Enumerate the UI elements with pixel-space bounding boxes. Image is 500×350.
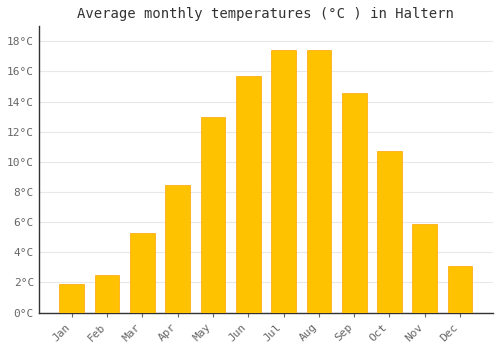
Bar xyxy=(271,50,296,313)
Bar xyxy=(448,266,472,313)
Bar xyxy=(377,151,402,313)
Bar xyxy=(342,93,366,313)
Bar xyxy=(200,117,226,313)
Title: Average monthly temperatures (°C ) in Haltern: Average monthly temperatures (°C ) in Ha… xyxy=(78,7,454,21)
Bar xyxy=(236,76,260,313)
Bar xyxy=(94,275,120,313)
Bar xyxy=(306,50,331,313)
Bar xyxy=(60,284,84,313)
Bar xyxy=(166,184,190,313)
Bar xyxy=(412,224,437,313)
Bar xyxy=(130,233,155,313)
